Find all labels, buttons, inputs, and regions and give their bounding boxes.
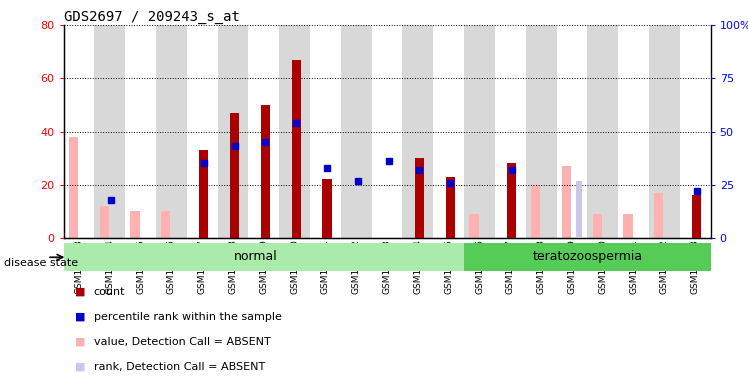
Bar <box>433 25 464 238</box>
Bar <box>654 193 663 238</box>
Bar <box>94 25 125 238</box>
Text: disease state: disease state <box>4 258 78 268</box>
Bar <box>187 25 218 238</box>
Bar <box>402 25 433 238</box>
Bar <box>261 105 270 238</box>
Bar <box>469 214 479 238</box>
Bar <box>218 25 248 238</box>
Text: count: count <box>94 287 125 297</box>
Text: normal: normal <box>234 250 278 263</box>
Bar <box>680 25 711 238</box>
Bar <box>292 60 301 238</box>
Bar <box>618 25 649 238</box>
Text: ■: ■ <box>75 362 85 372</box>
Bar <box>341 25 372 238</box>
Bar <box>156 25 187 238</box>
Bar <box>507 164 516 238</box>
Bar <box>130 212 140 238</box>
Text: GDS2697 / 209243_s_at: GDS2697 / 209243_s_at <box>64 10 239 24</box>
Text: rank, Detection Call = ABSENT: rank, Detection Call = ABSENT <box>94 362 265 372</box>
Bar <box>464 25 495 238</box>
Bar <box>562 166 571 238</box>
Bar <box>531 185 540 238</box>
Text: value, Detection Call = ABSENT: value, Detection Call = ABSENT <box>94 337 270 347</box>
Bar <box>557 25 587 238</box>
Bar <box>495 25 526 238</box>
Bar <box>592 214 602 238</box>
Bar <box>649 25 680 238</box>
Bar <box>230 113 239 238</box>
Bar <box>279 25 310 238</box>
Bar <box>623 214 633 238</box>
Bar <box>248 25 279 238</box>
Text: ■: ■ <box>75 337 85 347</box>
Bar <box>99 206 109 238</box>
Bar <box>692 195 702 238</box>
Bar <box>69 137 78 238</box>
Bar <box>125 25 156 238</box>
Bar <box>162 212 171 238</box>
Text: ■: ■ <box>75 287 85 297</box>
Text: teratozoospermia: teratozoospermia <box>533 250 643 263</box>
Bar <box>64 243 464 271</box>
Bar <box>199 150 209 238</box>
Bar <box>322 179 331 238</box>
Text: ■: ■ <box>75 312 85 322</box>
Bar <box>464 243 711 271</box>
Text: percentile rank within the sample: percentile rank within the sample <box>94 312 281 322</box>
Bar <box>576 180 582 238</box>
Bar <box>587 25 618 238</box>
Bar <box>310 25 341 238</box>
Bar <box>64 25 94 238</box>
Bar <box>372 25 402 238</box>
Bar <box>526 25 557 238</box>
Bar <box>415 158 424 238</box>
Bar <box>446 177 455 238</box>
